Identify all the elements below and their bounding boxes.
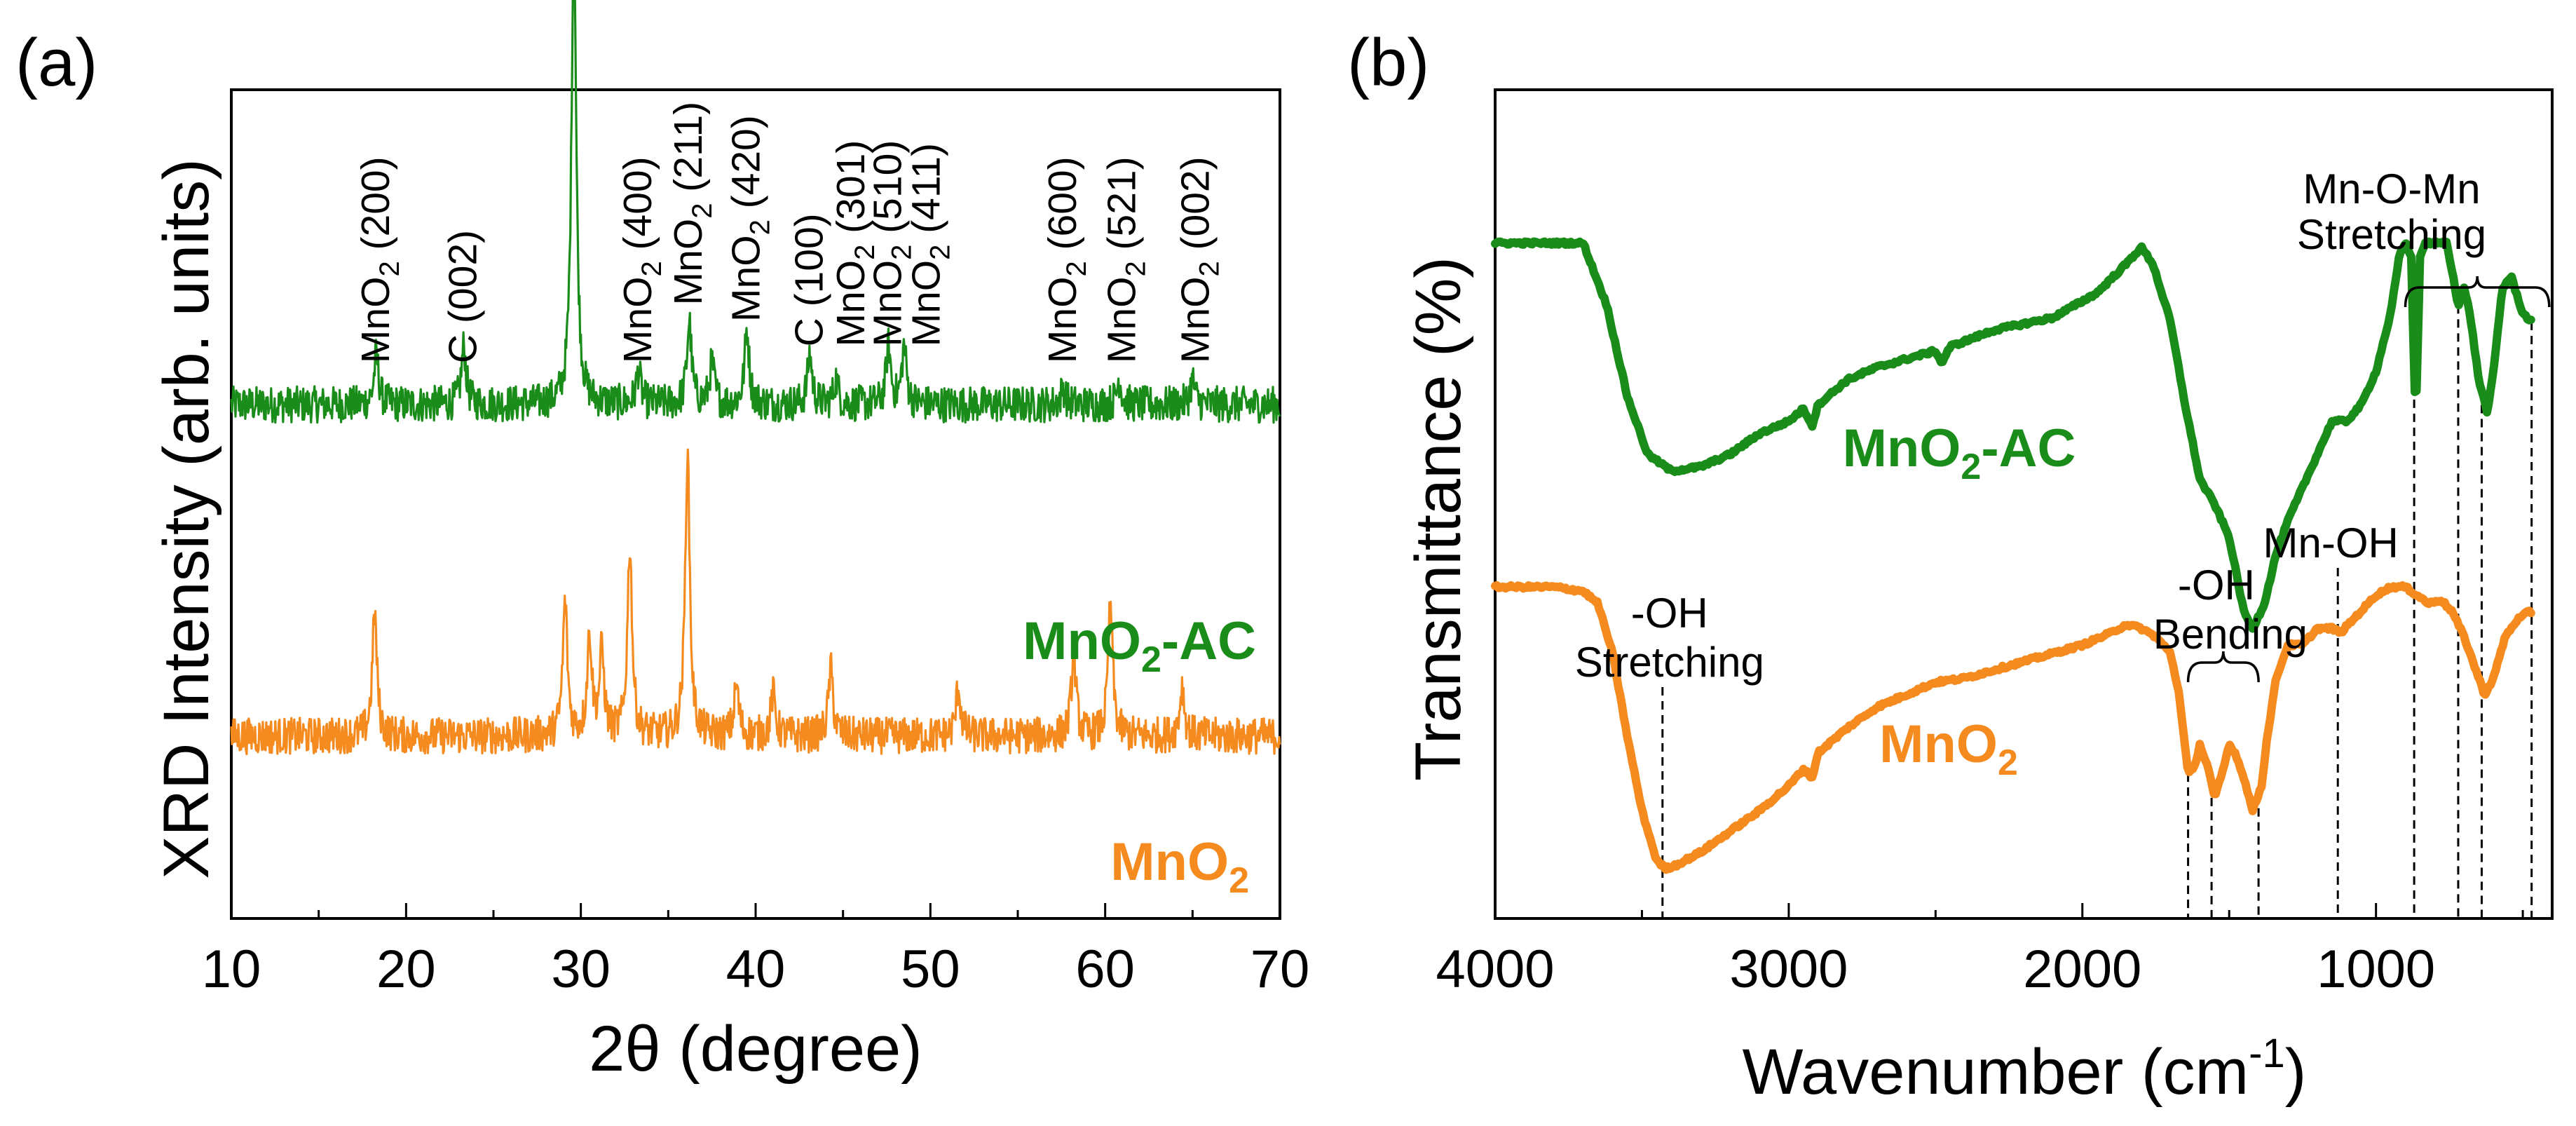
x-tick-label: 70 bbox=[1250, 940, 1310, 999]
x-tick-label: 10 bbox=[202, 940, 261, 999]
peak-label: MnO2 (420) bbox=[724, 115, 776, 322]
peak-label: MnO2 (411) bbox=[904, 143, 955, 346]
panel-b: (b) 4000 3000 2000 1000 Wavenumber (cm-1) T… bbox=[1347, 25, 2554, 1108]
panel-b-band-annotations: -OHStretching-OHBendingMn-OHMn-O-MnStret… bbox=[1575, 165, 2551, 686]
brace-mn-o-mn bbox=[2404, 276, 2551, 308]
panel-a: (a) 10 20 30 40 50 60 70 2θ (degree) XRD Inten… bbox=[15, 0, 1309, 1085]
x-tick-label: 20 bbox=[376, 940, 436, 999]
peak-label: MnO2 (211) bbox=[666, 102, 718, 305]
panel-a-label: (a) bbox=[15, 25, 97, 100]
panel-a-series bbox=[230, 0, 1281, 756]
series-line-mno2-ac bbox=[230, 0, 1281, 424]
annotation-mn-oh: Mn-OH bbox=[2263, 520, 2399, 567]
series-label-mno2-a: MnO2 bbox=[1110, 832, 1249, 901]
x-tick-label: 40 bbox=[726, 940, 786, 999]
peak-label: MnO2 (510) bbox=[865, 140, 917, 347]
panel-a-peak-annotations: MnO2 (200)C (002)MnO2 (310)MnO2 (400)MnO… bbox=[353, 102, 1225, 363]
x-tick-label: 60 bbox=[1075, 940, 1135, 999]
panel-b-dashed-markers bbox=[1661, 305, 2533, 918]
peak-label: C (100) bbox=[786, 213, 831, 346]
panel-b-series bbox=[1491, 237, 2535, 874]
brace-oh-bending bbox=[2186, 651, 2260, 683]
peak-label: MnO2 (600) bbox=[1040, 156, 1092, 363]
series-label-mno2-ac-b: MnO2-AC bbox=[1843, 419, 2076, 487]
annotation-mn-o-mn-2: Stretching bbox=[2297, 211, 2486, 258]
x-tick-label: 2000 bbox=[2023, 940, 2141, 999]
annotation-oh-stretching: -OH bbox=[1631, 590, 1708, 637]
x-tick-label: 30 bbox=[551, 940, 611, 999]
panel-a-x-ticks: 10 20 30 40 50 60 70 bbox=[202, 903, 1310, 999]
peak-label: MnO2 (002) bbox=[1173, 156, 1225, 363]
annotation-oh-bending: -OH bbox=[2178, 562, 2255, 609]
peak-label: MnO2 (301) bbox=[829, 140, 880, 347]
series-line-mno2 bbox=[230, 448, 1281, 756]
annotation-oh-bending-2: Bending bbox=[2153, 611, 2308, 658]
series-line-mno2 bbox=[1491, 581, 2535, 874]
peak-label: MnO2 (521) bbox=[1100, 156, 1152, 363]
series-label-mno2-b: MnO2 bbox=[1879, 714, 2018, 783]
x-tick-label: 1000 bbox=[2317, 940, 2435, 999]
annotation-mn-o-mn: Mn-O-Mn bbox=[2303, 165, 2480, 212]
panel-b-y-axis-title: Transmittance (%) bbox=[1403, 257, 1474, 781]
peak-label: C (002) bbox=[441, 230, 486, 363]
x-tick-label: 3000 bbox=[1729, 940, 1848, 999]
series-label-mno2-ac-a: MnO2-AC bbox=[1023, 611, 1256, 680]
peak-label: MnO2 (400) bbox=[615, 156, 667, 363]
annotation-oh-stretching-2: Stretching bbox=[1575, 639, 1764, 686]
panel-a-x-axis-title: 2θ (degree) bbox=[589, 1013, 922, 1085]
panel-b-label: (b) bbox=[1347, 25, 1429, 100]
panel-b-x-axis-title: Wavenumber (cm-1) bbox=[1743, 1031, 2307, 1108]
panel-b-plot-frame bbox=[1494, 88, 2554, 920]
panel-b-x-ticks: 4000 3000 2000 1000 bbox=[1436, 903, 2524, 999]
series-line-mno2-ac bbox=[1491, 237, 2535, 633]
x-tick-label: 50 bbox=[901, 940, 960, 999]
panel-a-y-axis-title: XRD Intensity (arb. units) bbox=[151, 158, 222, 879]
x-tick-label: 4000 bbox=[1436, 940, 1554, 999]
peak-label: MnO2 (200) bbox=[353, 156, 405, 363]
